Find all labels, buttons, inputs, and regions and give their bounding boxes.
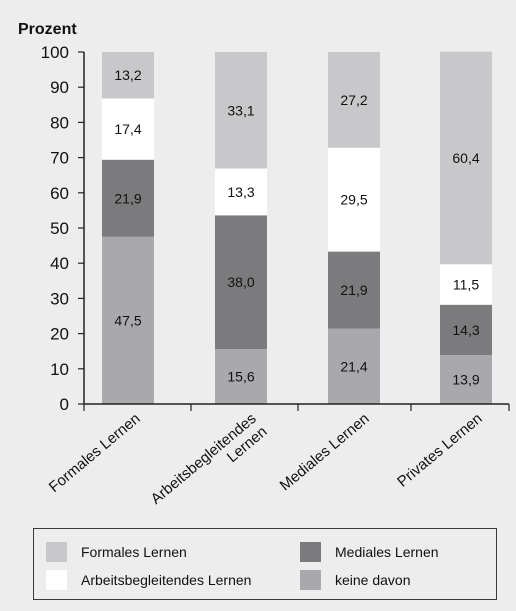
x-tick-label-privates-lernen: Privates Lernen (394, 410, 485, 491)
bar-arbeitsbegleitendes-lernen-mediales-lernen (215, 215, 267, 350)
bar-privates-lernen-keine-davon (440, 355, 492, 404)
y-axis-title: Prozent (18, 21, 77, 38)
bar-formales-lernen-formales-lernen (102, 52, 154, 99)
y-tick-label-80: 80 (50, 113, 69, 132)
value-label-arbeitsbegleitendes-lernen-keine-davon: 15,6 (227, 369, 254, 385)
bar-arbeitsbegleitendes-lernen-formales-lernen (215, 52, 267, 169)
value-label-arbeitsbegleitendes-lernen-arbeitsbegleitendes-lernen: 13,3 (227, 184, 254, 200)
stacked-bar-chart: Prozent 47,5 21,9 17,4 13,2 15,6 38,0 13,3 33,1… (18, 21, 510, 520)
bar-formales-lernen-arbeitsbegleitendes-lernen (102, 98, 154, 160)
legend-label-formales: Formales Lernen (81, 544, 187, 560)
legend-item-mediales: Mediales Lernen (300, 542, 439, 562)
y-tick-label-20: 20 (50, 325, 69, 344)
bar-mediales-lernen-keine-davon (328, 328, 380, 404)
value-label-formales-lernen-arbeitsbegleitendes-lernen: 17,4 (114, 121, 141, 137)
bar-formales-lernen-mediales-lernen (102, 159, 154, 237)
bar-privates-lernen-mediales-lernen (440, 304, 492, 356)
bar-privates-lernen-formales-lernen (440, 51, 492, 265)
y-tick-label-40: 40 (50, 254, 69, 273)
legend-label-keine-davon: keine davon (335, 572, 411, 588)
bar-mediales-lernen-formales-lernen (328, 52, 380, 148)
value-label-mediales-lernen-keine-davon: 21,4 (340, 358, 367, 374)
legend-swatch-formales (46, 542, 67, 562)
x-tick-label-mediales-lernen: Mediales Lernen (277, 410, 373, 494)
y-tick-label-60: 60 (50, 184, 69, 203)
legend: Formales Lernen Mediales Lernen Arbeitsb… (33, 528, 497, 600)
legend-label-arbeitsbegleitendes: Arbeitsbegleitendes Lernen (81, 572, 252, 588)
x-tick-label-formales-lernen: Formales Lernen (46, 410, 144, 496)
legend-item-keine-davon: keine davon (300, 570, 411, 590)
bar-arbeitsbegleitendes-lernen-keine-davon (215, 349, 267, 404)
legend-item-arbeitsbegleitendes: Arbeitsbegleitendes Lernen (46, 570, 251, 590)
bars-layer: 47,5 21,9 17,4 13,2 15,6 38,0 13,3 33,1 21,4 21,9… (102, 51, 492, 404)
y-tick-label-10: 10 (50, 360, 69, 379)
bar-privates-lernen-arbeitsbegleitendes-lernen (440, 264, 492, 305)
bar-formales-lernen-keine-davon (102, 236, 154, 404)
value-label-privates-lernen-arbeitsbegleitendes-lernen: 11,5 (453, 276, 479, 292)
legend-swatch-mediales (300, 542, 321, 562)
value-label-privates-lernen-formales-lernen: 60,4 (452, 150, 479, 166)
y-tick-label-50: 50 (50, 219, 69, 238)
legend-swatch-keine-davon (300, 570, 321, 590)
y-tick-label-100: 100 (41, 43, 69, 62)
value-label-arbeitsbegleitendes-lernen-mediales-lernen: 38,0 (227, 274, 254, 290)
y-tick-label-0: 0 (60, 395, 69, 414)
legend-label-mediales: Mediales Lernen (335, 544, 439, 560)
bar-mediales-lernen-arbeitsbegleitendes-lernen (328, 147, 380, 252)
x-tick-label-arbeitsbegleitendes-lernen: ArbeitsbegleitendesLernen (148, 410, 271, 520)
value-label-arbeitsbegleitendes-lernen-formales-lernen: 33,1 (227, 102, 254, 118)
bar-mediales-lernen-mediales-lernen (328, 251, 380, 329)
legend-item-formales: Formales Lernen (46, 542, 187, 562)
value-label-privates-lernen-mediales-lernen: 14,3 (452, 322, 479, 338)
legend-swatch-arbeitsbegleitendes (46, 570, 67, 590)
value-label-formales-lernen-keine-davon: 47,5 (114, 312, 141, 328)
y-tick-label-30: 30 (50, 289, 69, 308)
value-label-mediales-lernen-arbeitsbegleitendes-lernen: 29,5 (340, 192, 367, 208)
value-label-formales-lernen-mediales-lernen: 21,9 (114, 190, 141, 206)
y-tick-label-70: 70 (50, 149, 69, 168)
value-label-mediales-lernen-formales-lernen: 27,2 (340, 92, 367, 108)
value-label-mediales-lernen-mediales-lernen: 21,9 (340, 282, 367, 298)
value-label-privates-lernen-keine-davon: 13,9 (452, 372, 479, 388)
y-tick-label-90: 90 (50, 78, 69, 97)
value-label-formales-lernen-formales-lernen: 13,2 (114, 67, 141, 83)
bar-arbeitsbegleitendes-lernen-arbeitsbegleitendes-lernen (215, 168, 267, 216)
